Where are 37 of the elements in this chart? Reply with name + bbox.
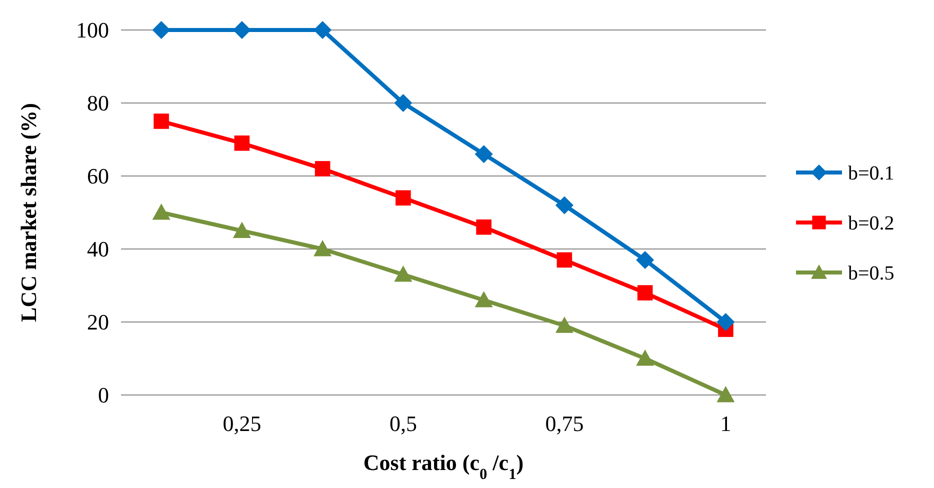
y-tick-label: 0 [98,382,109,408]
point [152,204,170,220]
legend-label: b=0.5 [848,262,894,284]
point [396,190,411,206]
point [637,285,653,300]
y-tick-label: 60 [87,164,109,189]
x-tick-label: 0,25 [222,411,262,436]
point [394,94,412,112]
legend-label: b=0.2 [848,212,894,234]
y-tick-label: 40 [87,236,109,262]
y-tick-label: 100 [76,18,109,43]
point [555,316,574,333]
y-axis-title: LCC market share (%) [16,103,41,322]
point [716,313,735,331]
x-tick-label: 0,5 [389,411,417,436]
point [476,219,492,235]
point [556,252,572,268]
point [474,145,493,164]
point [394,266,412,282]
y-tick-label: 20 [87,310,109,335]
x-tick-label: 0,75 [545,411,584,436]
y-tick-label: 80 [87,90,109,116]
point [234,136,250,151]
point [314,21,332,39]
point [314,240,332,256]
point [474,291,493,308]
point [232,222,251,238]
point [636,250,654,269]
legend-label: b=0.1 [848,162,894,184]
point [636,350,654,366]
x-axis-title: Cost ratio (c$_{0}$ /c$_{1}$) [363,450,524,482]
point [314,161,330,176]
point [152,21,170,39]
point [716,386,735,402]
point [555,196,574,214]
point [154,114,169,129]
x-tick-label: 1 [720,411,732,436]
